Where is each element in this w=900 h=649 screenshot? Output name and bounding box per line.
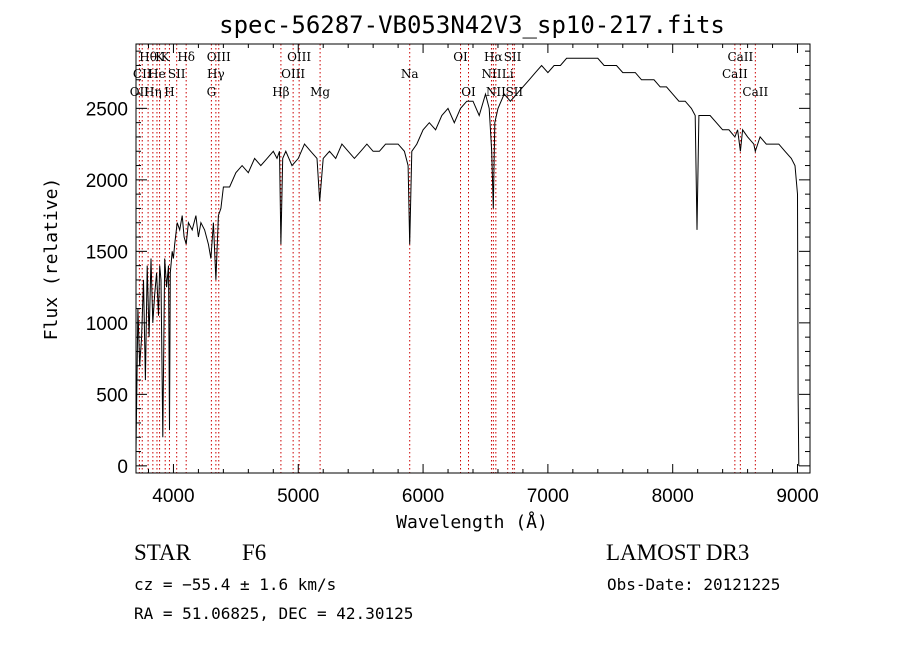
x-tick-label: 5000 xyxy=(277,486,319,507)
spectral-line-labels: OII CII Hθ Hη He KK H SII Hδ G Hγ OIII Hβ OIII OIII Mg N… xyxy=(130,50,769,99)
chart-title: spec-56287-VB053N42V3_sp10-217.fits xyxy=(219,11,725,39)
spectral-line-label: SII xyxy=(168,67,186,81)
spectral-line-label: Hβ xyxy=(272,85,289,99)
observation-date: Obs-Date: 20121225 xyxy=(607,575,780,594)
spectral-line-label: OI xyxy=(453,50,468,64)
spectral-line-label: NII xyxy=(481,67,501,81)
y-axis-label: Flux (relative) xyxy=(41,178,62,341)
spectral-line-label: CaII xyxy=(742,85,768,99)
spectral-line-label: K xyxy=(161,50,171,64)
spectral-line-label: OI xyxy=(461,85,476,99)
spectral-line-label: SII xyxy=(505,85,523,99)
spectral-line-label: NII xyxy=(486,85,506,99)
y-tick-label: 2000 xyxy=(86,171,128,192)
spectral-line-label: G xyxy=(207,85,217,99)
y-axis-ticks: 0 500 1000 1500 2000 2500 xyxy=(86,50,810,478)
x-axis-ticks: 4000 5000 6000 7000 8000 9000 xyxy=(147,44,819,507)
spectral-line-label: OIII xyxy=(287,50,311,64)
x-axis-label: Wavelength (Å) xyxy=(396,511,548,533)
x-tick-label: 7000 xyxy=(527,486,569,507)
y-tick-label: 0 xyxy=(117,457,128,478)
spectral-line-label: OII xyxy=(130,85,150,99)
x-tick-label: 8000 xyxy=(652,486,694,507)
spectrum-info-footer: STAR F6 cz = −55.4 ± 1.6 km/s RA = 51.06… xyxy=(134,540,780,623)
spectral-line-label: Hγ xyxy=(207,67,225,81)
spectral-line-label: Na xyxy=(401,67,419,81)
spectral-line-label: CII xyxy=(133,67,152,81)
spectral-line-label: He xyxy=(148,67,166,81)
object-class: STAR xyxy=(134,540,192,565)
spectral-line-label: OIII xyxy=(207,50,231,64)
object-subclass: F6 xyxy=(242,540,266,565)
x-tick-label: 4000 xyxy=(152,486,194,507)
spectral-line-label: OIII xyxy=(281,67,305,81)
spectral-line-label: Li xyxy=(502,67,514,81)
survey-name: LAMOST DR3 xyxy=(606,540,749,565)
redshift-cz: cz = −55.4 ± 1.6 km/s xyxy=(134,575,336,594)
y-tick-label: 1500 xyxy=(86,242,128,263)
spectral-line-label: CaII xyxy=(727,50,753,64)
spectral-line-label: Hδ xyxy=(177,50,195,64)
x-tick-label: 6000 xyxy=(402,486,444,507)
spectral-line-label: Hα xyxy=(484,50,503,64)
spectral-line-label: CaII xyxy=(722,67,748,81)
spectral-line-label: H xyxy=(164,85,174,99)
spectral-line-label: Mg xyxy=(310,85,330,99)
spectral-line-label: SII xyxy=(504,50,522,64)
spectral-line-label: Hη xyxy=(144,85,162,99)
spectrum-line xyxy=(135,57,800,466)
spectral-line-markers xyxy=(138,44,756,473)
y-tick-label: 1000 xyxy=(86,314,128,335)
ra-dec-coordinates: RA = 51.06825, DEC = 42.30125 xyxy=(134,604,413,623)
x-tick-label: 9000 xyxy=(776,486,818,507)
y-tick-label: 500 xyxy=(96,385,128,406)
spectral-line-label: Hθ xyxy=(139,50,157,64)
y-tick-label: 2500 xyxy=(86,99,128,120)
plot-frame xyxy=(135,43,811,474)
spectral-line-label: K xyxy=(155,50,165,64)
